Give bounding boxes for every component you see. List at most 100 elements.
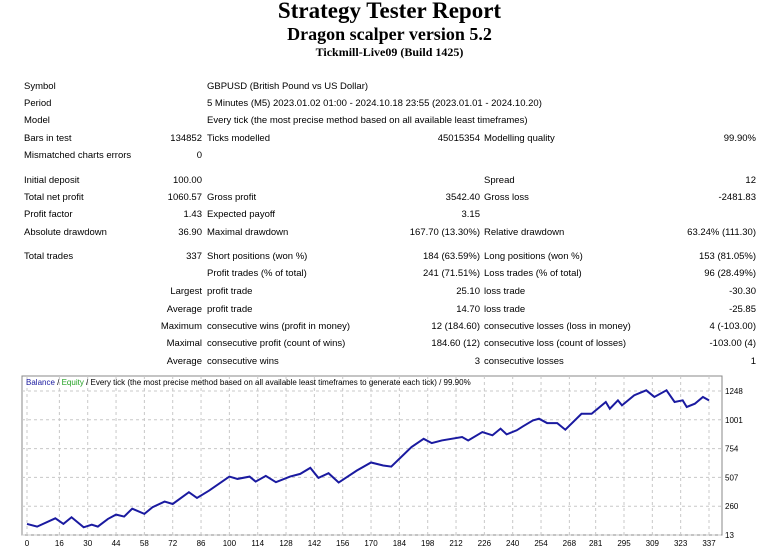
balance-line (26, 388, 710, 529)
x-tick-label: 198 (421, 539, 435, 548)
x-tick-label: 86 (197, 539, 206, 548)
row-value: 96 (28.49%) (704, 268, 756, 279)
row-value: 100.00 (172, 175, 202, 186)
x-tick-label: 30 (83, 539, 92, 548)
row-label: Short positions (won %) (207, 251, 308, 262)
row-label: Profit factor (24, 209, 73, 220)
x-tick-label: 268 (563, 539, 577, 548)
y-tick-label: 13 (725, 531, 734, 540)
x-tick-label: 72 (168, 539, 177, 548)
row-value: 12 (745, 175, 756, 186)
row-label: consecutive losses (loss in money) (484, 321, 631, 332)
row-label: consecutive wins (207, 356, 279, 367)
report-row: Profit trades (% of total) 241 (71.51%) Lo… (0, 267, 769, 281)
row-value: 184.60 (12) (431, 338, 480, 349)
row-value: 1.43 (183, 209, 203, 220)
x-tick-label: 254 (534, 539, 548, 548)
x-tick-label: 156 (336, 539, 350, 548)
report-row: Bars in test 134852 Ticks modelled 45015354… (0, 132, 769, 146)
row-value: Largest (170, 286, 202, 297)
row-value: 12 (184.60) (431, 321, 480, 332)
row-label: consecutive wins (profit in money) (207, 321, 351, 332)
row-value: 45015354 (437, 133, 480, 144)
row-value: 134852 (170, 133, 202, 144)
row-value: -2481.83 (718, 192, 756, 203)
row-value: 184 (63.59%) (422, 251, 480, 262)
row-value: Average (166, 356, 202, 367)
row-value: 167.70 (13.30%) (409, 227, 480, 238)
x-tick-label: 295 (617, 539, 631, 548)
row-value: 1 (750, 356, 756, 367)
row-label: GBPUSD (British Pound vs US Dollar) (207, 81, 369, 92)
row-label: Spread (484, 175, 515, 186)
row-value: 14.70 (456, 304, 480, 315)
y-tick-label: 754 (725, 445, 739, 454)
row-label: consecutive profit (count of wins) (207, 338, 346, 349)
x-tick-label: 16 (55, 539, 64, 548)
report-row: Symbol GBPUSD (British Pound vs US Dollar… (0, 80, 769, 94)
row-label: Initial deposit (24, 175, 80, 186)
row-label: Modelling quality (484, 133, 555, 144)
report-row: Mismatched charts errors 0 (0, 149, 769, 163)
y-tick-label: 1248 (725, 387, 743, 396)
row-value: 63.24% (111.30) (687, 227, 756, 238)
x-tick-label: 0 (25, 539, 30, 548)
row-value: 0 (196, 150, 202, 161)
row-label: Gross loss (484, 192, 529, 203)
row-label: Profit trades (% of total) (207, 268, 307, 279)
legend-equity: Equity (62, 378, 84, 387)
row-label: Every tick (the most precise method base… (207, 115, 528, 126)
row-label: loss trade (484, 304, 526, 315)
row-value: Maximum (160, 321, 202, 332)
row-label: Total net profit (24, 192, 84, 203)
row-value: 3542.40 (445, 192, 480, 203)
x-tick-label: 184 (393, 539, 407, 548)
y-tick-label: 260 (725, 502, 739, 511)
report-row: Average consecutive wins 3 consecutive loss… (0, 355, 769, 369)
row-label: profit trade (207, 304, 253, 315)
x-tick-label: 58 (140, 539, 149, 548)
report-row: Total trades 337 Short positions (won %) 18… (0, 250, 769, 264)
row-label: profit trade (207, 286, 253, 297)
row-label: Model (24, 115, 50, 126)
y-tick-label: 507 (725, 473, 739, 482)
row-label: Absolute drawdown (24, 227, 107, 238)
row-label: Maximal drawdown (207, 227, 289, 238)
server-build: Tickmill-Live09 (Build 1425) (315, 45, 464, 59)
legend-balance: Balance (26, 378, 55, 387)
row-label: Period (24, 98, 52, 109)
report-row: Total net profit 1060.57 Gross profit 3542.… (0, 191, 769, 205)
row-label: Mismatched charts errors (24, 150, 132, 161)
row-label: Symbol (24, 81, 56, 92)
row-label: 5 Minutes (M5) 2023.01.02 01:00 - 2024.1… (207, 98, 542, 109)
report-row: Period 5 Minutes (M5) 2023.01.02 01:00 - … (0, 97, 769, 111)
report-row: Model Every tick (the most precise method… (0, 114, 769, 128)
report-row: Largest profit trade 25.10 loss trade -30.30 (0, 285, 769, 299)
chart-legend: Balance / Equity / Every tick (the most … (26, 378, 471, 387)
x-tick-label: 128 (279, 539, 293, 548)
row-value: 241 (71.51%) (422, 268, 480, 279)
row-value: 153 (81.05%) (698, 251, 756, 262)
row-label: Bars in test (24, 133, 72, 144)
row-value: 25.10 (456, 286, 480, 297)
row-value: -103.00 (4) (709, 338, 756, 349)
legend-info: / Every tick (the most precise method ba… (84, 378, 471, 387)
plot-area (21, 375, 723, 536)
report-row: Maximal consecutive profit (count of wins… (0, 337, 769, 351)
row-label: Ticks modelled (207, 133, 271, 144)
row-value: 36.90 (178, 227, 202, 238)
report-row: Maximum consecutive wins (profit in money… (0, 320, 769, 334)
row-label: loss trade (484, 286, 526, 297)
report-row: Profit factor 1.43 Expected payoff 3.15 (0, 208, 769, 222)
row-value: Average (166, 304, 202, 315)
report-row: Absolute drawdown 36.90 Maximal drawdown 16… (0, 226, 769, 240)
row-label: Loss trades (% of total) (484, 268, 582, 279)
row-value: 1060.57 (167, 192, 202, 203)
row-value: 4 (-103.00) (709, 321, 756, 332)
x-tick-label: 240 (506, 539, 520, 548)
row-label: Expected payoff (207, 209, 275, 220)
row-label: Relative drawdown (484, 227, 565, 238)
row-label: consecutive loss (count of losses) (484, 338, 627, 349)
row-value: 337 (186, 251, 202, 262)
row-value: 3.15 (461, 209, 481, 220)
